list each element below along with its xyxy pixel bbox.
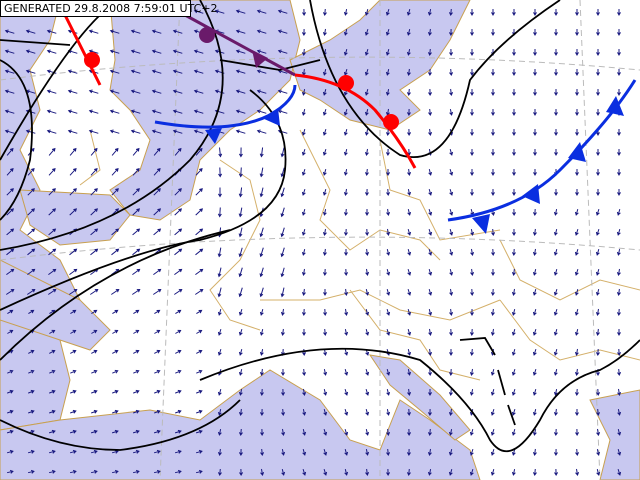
label-box xyxy=(0,0,191,17)
cold-front-symbol xyxy=(205,128,222,144)
cold-front-symbol xyxy=(568,142,586,162)
cold-front-symbol xyxy=(522,184,540,204)
occluded-front-symbol xyxy=(199,27,215,43)
occluded-front xyxy=(184,13,296,77)
warm-front xyxy=(63,14,102,86)
black-sea xyxy=(589,389,640,480)
isobars xyxy=(0,0,640,453)
occluded-front-symbol xyxy=(252,50,268,68)
generated-label: GENERATED 29.8.2008 7:59:01 UTC+2 xyxy=(4,2,218,15)
biscay xyxy=(0,259,111,351)
cold-front-symbol xyxy=(262,108,280,126)
warm-front-symbol xyxy=(84,52,100,68)
warm-front-symbol xyxy=(338,75,354,91)
cold-front-symbol xyxy=(606,96,624,116)
channel xyxy=(19,189,131,246)
fronts xyxy=(63,13,637,234)
warm-front xyxy=(294,73,417,169)
adriatic xyxy=(368,354,471,441)
cold-front-symbol xyxy=(472,214,490,234)
warm-front-symbol xyxy=(383,114,399,130)
